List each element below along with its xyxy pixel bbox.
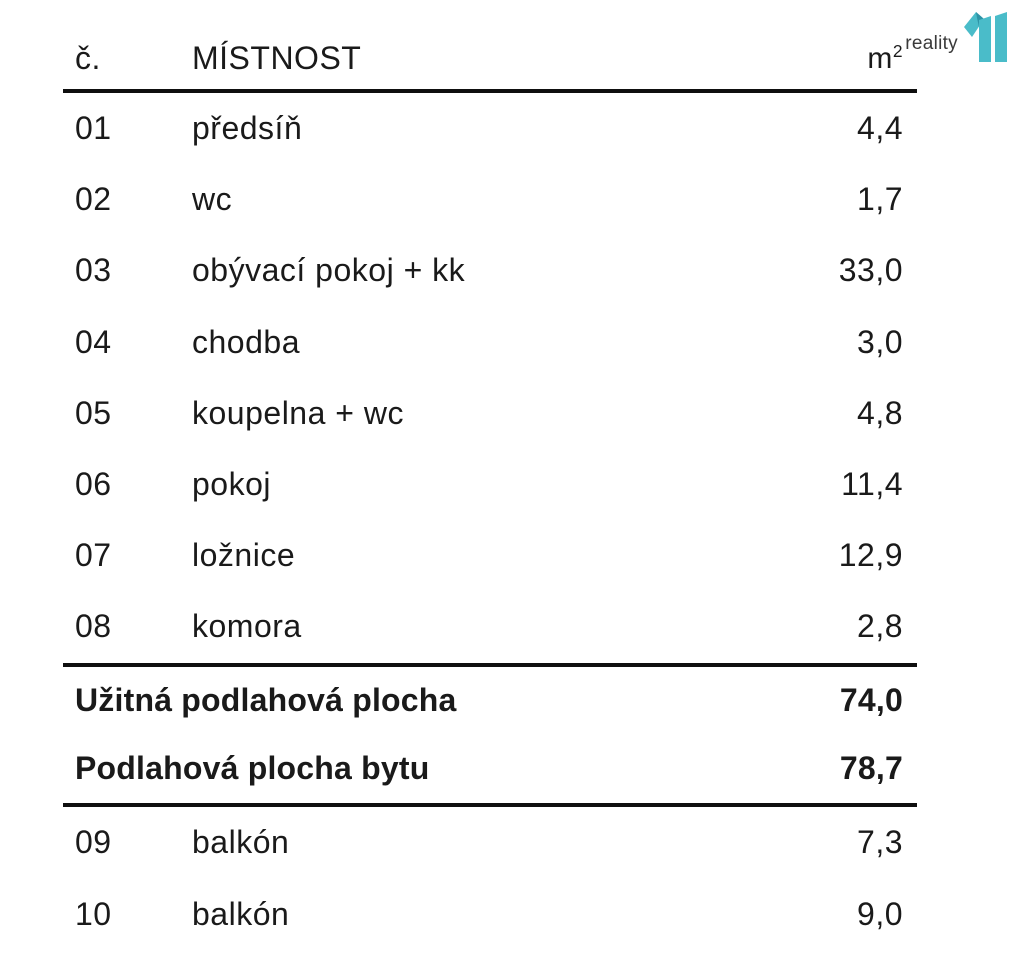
room-number: 08 <box>75 608 112 645</box>
room-area: 33,0 <box>838 252 903 289</box>
table-row: 07 ložnice 12,9 <box>63 520 917 591</box>
room-number: 04 <box>75 323 112 360</box>
unit-base: m <box>867 41 893 75</box>
table-row: 05 koupelna + wc 4,8 <box>63 378 917 449</box>
room-number: 05 <box>75 394 112 431</box>
table-header-row: č. MÍSTNOST m2 <box>63 0 917 89</box>
room-name: koupelna + wc <box>192 394 404 431</box>
rooms-list: 01 předsíň 4,4 02 wc 1,7 03 obývací poko… <box>63 93 917 663</box>
room-name: pokoj <box>192 466 271 503</box>
room-number: 09 <box>75 824 112 860</box>
room-number: 01 <box>75 110 112 147</box>
extras-list: 09 balkón 7,3 10 balkón 9,0 <box>63 807 917 951</box>
header-room: MÍSTNOST <box>192 40 362 76</box>
brand: reality <box>905 10 1011 62</box>
summary-list: Užitná podlahová plocha 74,0 Podlahová p… <box>63 667 917 803</box>
summary-row: Užitná podlahová plocha 74,0 <box>63 667 917 735</box>
table-row: 04 chodba 3,0 <box>63 307 917 378</box>
room-number: 07 <box>75 537 112 574</box>
room-name: balkón <box>192 896 290 932</box>
room-area: 11,4 <box>841 466 903 503</box>
room-name: chodba <box>192 323 300 360</box>
room-number: 06 <box>75 466 112 503</box>
room-name: komora <box>192 608 302 645</box>
table-row: 03 obývací pokoj + kk 33,0 <box>63 235 917 306</box>
room-area: 1,7 <box>857 181 903 218</box>
room-area: 3,0 <box>857 323 903 360</box>
room-area: 4,4 <box>857 110 903 147</box>
table-row: 01 předsíň 4,4 <box>63 93 917 164</box>
room-name: wc <box>192 181 233 218</box>
room-name: ložnice <box>192 537 296 574</box>
table-row: 08 komora 2,8 <box>63 591 917 662</box>
table-row: 09 balkón 7,3 <box>63 807 917 879</box>
divider-summary-bottom <box>63 802 917 807</box>
unit-exponent: 2 <box>892 40 903 61</box>
room-area: 4,8 <box>857 394 903 431</box>
room-number: 03 <box>75 252 112 289</box>
room-name: balkón <box>192 824 290 860</box>
room-area: 2,8 <box>857 608 903 645</box>
room-area: 12,9 <box>838 537 903 574</box>
room-number: 02 <box>75 181 112 218</box>
room-area: 9,0 <box>857 896 903 932</box>
summary-area: 74,0 <box>839 682 903 718</box>
summary-area: 78,7 <box>839 750 903 786</box>
room-area: 7,3 <box>857 824 903 860</box>
brand-name: reality <box>905 33 958 54</box>
table-row: 02 wc 1,7 <box>63 164 917 235</box>
table-row: 10 balkón 9,0 <box>63 879 917 951</box>
room-number: 10 <box>75 896 112 932</box>
room-name: předsíň <box>192 110 303 147</box>
area-table: č. MÍSTNOST m2 01 předsíň 4,4 02 wc 1,7 … <box>63 0 917 951</box>
summary-row: Podlahová plocha bytu 78,7 <box>63 735 917 803</box>
summary-label: Užitná podlahová plocha <box>75 682 457 718</box>
reality11-logo-icon <box>964 12 1007 62</box>
header-unit: m2 <box>793 42 903 76</box>
header-number: č. <box>75 40 101 76</box>
room-name: obývací pokoj + kk <box>192 252 466 289</box>
divider-summary-top <box>63 662 917 667</box>
table-row: 06 pokoj 11,4 <box>63 449 917 520</box>
summary-label: Podlahová plocha bytu <box>75 750 430 786</box>
divider-top <box>63 89 917 93</box>
